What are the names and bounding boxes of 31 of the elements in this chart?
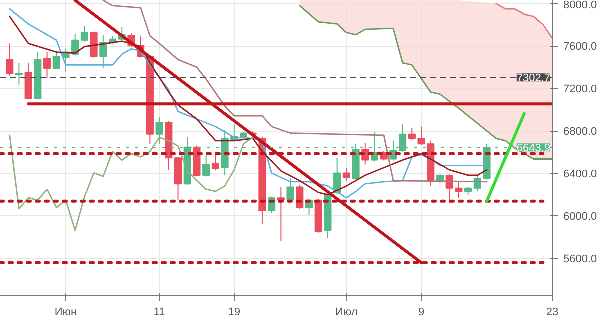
candlestick	[80, 26, 88, 42]
candlestick	[212, 153, 220, 171]
candlestick	[286, 178, 294, 202]
x-tick-label: Июн	[54, 306, 78, 318]
y-tick-label: 7600.0	[564, 41, 598, 54]
candlestick	[202, 154, 210, 178]
candlestick	[277, 186, 285, 242]
candlestick	[6, 43, 14, 77]
x-tick-label: Июл	[336, 306, 358, 318]
candlestick	[100, 34, 108, 70]
line-series	[9, 134, 254, 232]
y-tick-label: 7200.0	[564, 84, 598, 96]
candlestick	[156, 116, 164, 145]
x-tick-label: 9	[418, 306, 425, 318]
candlestick	[44, 52, 52, 79]
line-series	[102, 0, 488, 183]
candlestick	[90, 31, 98, 58]
candlestick	[52, 50, 60, 70]
y-tick-label: 6800.0	[564, 126, 598, 138]
y-tick-label: 5600.0	[564, 253, 598, 266]
candlestick	[446, 174, 454, 204]
line-series	[496, 2, 552, 39]
x-tick-label: 23	[546, 306, 559, 318]
candlestick	[342, 167, 350, 182]
candlestick	[455, 181, 463, 199]
y-tick-label: 6400.0	[564, 168, 598, 180]
candlestick	[15, 62, 23, 86]
y-tick-label: 6000.0	[564, 210, 598, 223]
x-tick-label: 19	[228, 306, 241, 318]
y-tick-label: 8000.0	[564, 0, 598, 12]
x-tick-label: 11	[154, 306, 166, 318]
